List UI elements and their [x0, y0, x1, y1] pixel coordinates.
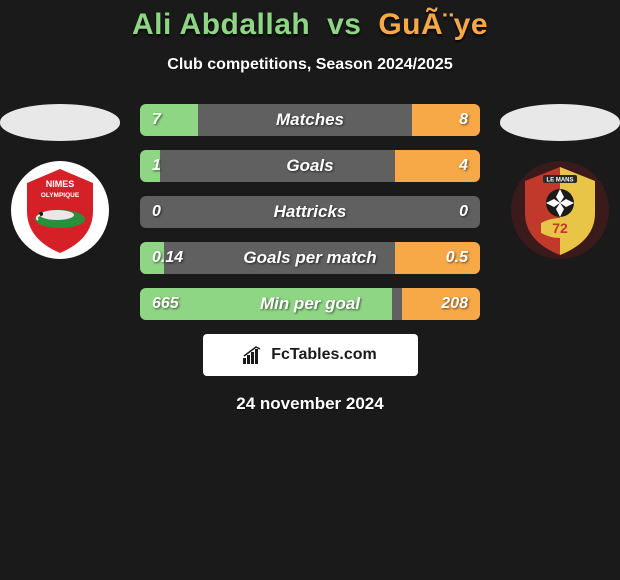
stat-row: Hattricks0 0 [140, 196, 480, 228]
stat-value-left: 0 [140, 196, 173, 228]
vs-text: vs [327, 8, 361, 41]
svg-text:LE MANS: LE MANS [547, 178, 574, 184]
date: 24 november 2024 [0, 394, 620, 414]
title: Ali Abdallah vs GuÃ¨ye [0, 8, 620, 42]
comparison-card: Ali Abdallah vs GuÃ¨ye Club competitions… [0, 0, 620, 414]
stat-row: Goals1 4 [140, 150, 480, 182]
svg-text:72: 72 [552, 220, 568, 236]
stat-label: Hattricks [140, 196, 480, 228]
player1-name: Ali Abdallah [132, 8, 310, 41]
nimes-logo-icon: NIMES OLYMPIQUE [11, 161, 109, 259]
stat-label: Matches [140, 104, 480, 136]
player2-name: GuÃ¨ye [378, 8, 488, 41]
stat-value-right: 208 [429, 288, 480, 320]
player2-club-logo: LE MANS 72 [511, 161, 609, 259]
stat-value-left: 1 [140, 150, 173, 182]
player2-avatar [500, 104, 620, 141]
brand-text: FcTables.com [271, 346, 377, 364]
stat-value-left: 0.14 [140, 242, 195, 274]
stat-value-left: 665 [140, 288, 191, 320]
subtitle: Club competitions, Season 2024/2025 [0, 56, 620, 74]
brand-chart-icon [243, 346, 265, 364]
player2-column: LE MANS 72 [500, 104, 620, 259]
stat-value-left: 7 [140, 104, 173, 136]
svg-text:OLYMPIQUE: OLYMPIQUE [41, 192, 80, 199]
svg-text:NIMES: NIMES [46, 179, 75, 189]
player1-avatar [0, 104, 120, 141]
stat-bars: Matches78Goals14Hattricks00Goals per mat… [140, 104, 480, 320]
stat-value-right: 0 [447, 196, 480, 228]
stat-row: Goals per match0.140.5 [140, 242, 480, 274]
stat-row: Matches7 8 [140, 104, 480, 136]
stat-value-right: 4 [447, 150, 480, 182]
brand-box[interactable]: FcTables.com [203, 334, 418, 376]
player1-club-logo: NIMES OLYMPIQUE [11, 161, 109, 259]
stat-value-right: 8 [447, 104, 480, 136]
stats-area: NIMES OLYMPIQUE LE MANS [0, 104, 620, 320]
lemans-logo-icon: LE MANS 72 [511, 161, 609, 259]
stat-row: Min per goal665208 [140, 288, 480, 320]
stat-label: Goals [140, 150, 480, 182]
stat-value-right: 0.5 [434, 242, 480, 274]
player1-column: NIMES OLYMPIQUE [0, 104, 120, 259]
